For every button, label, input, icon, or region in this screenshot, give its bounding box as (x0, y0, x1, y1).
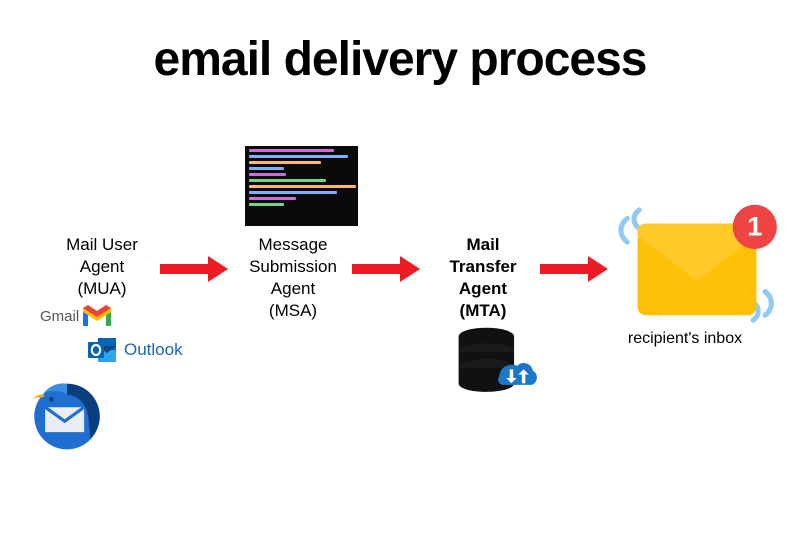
thunderbird-icon (28, 376, 106, 459)
stage-msa-line1: Message (233, 234, 353, 256)
database-icon (450, 326, 540, 409)
stage-msa-line3: Agent (233, 278, 353, 300)
flow-arrow-1 (158, 254, 230, 289)
gmail-label: Gmail (40, 308, 79, 325)
stage-mta-line2: Transfer (428, 256, 538, 278)
stage-inbox-label: recipient's inbox (600, 330, 770, 348)
outlook-icon: Outlook (88, 336, 183, 364)
stage-mta-line3: Agent (428, 278, 538, 300)
stage-mua-line3: (MUA) (42, 278, 162, 300)
badge-count: 1 (747, 210, 762, 241)
stage-mta-line4: (MTA) (428, 300, 538, 322)
flow-arrow-2 (350, 254, 422, 289)
code-screenshot-icon (245, 146, 358, 226)
outlook-label: Outlook (124, 340, 183, 360)
stage-msa-line4: (MSA) (233, 300, 353, 322)
stage-mua: Mail User Agent (MUA) (42, 234, 162, 300)
outlook-square-icon (88, 336, 118, 364)
stage-mua-line2: Agent (42, 256, 162, 278)
stage-mta-line1: Mail (428, 234, 538, 256)
stage-mua-line1: Mail User (42, 234, 162, 256)
stage-mta: Mail Transfer Agent (MTA) (428, 234, 538, 322)
gmail-m-icon (81, 304, 113, 328)
flow-arrow-3 (538, 254, 610, 289)
stage-msa-line2: Submission (233, 256, 353, 278)
diagram-title: email delivery process (0, 32, 800, 87)
inbox-envelope-icon: 1 (612, 198, 782, 339)
stage-msa: Message Submission Agent (MSA) (233, 234, 353, 322)
gmail-icon: Gmail (40, 304, 113, 328)
